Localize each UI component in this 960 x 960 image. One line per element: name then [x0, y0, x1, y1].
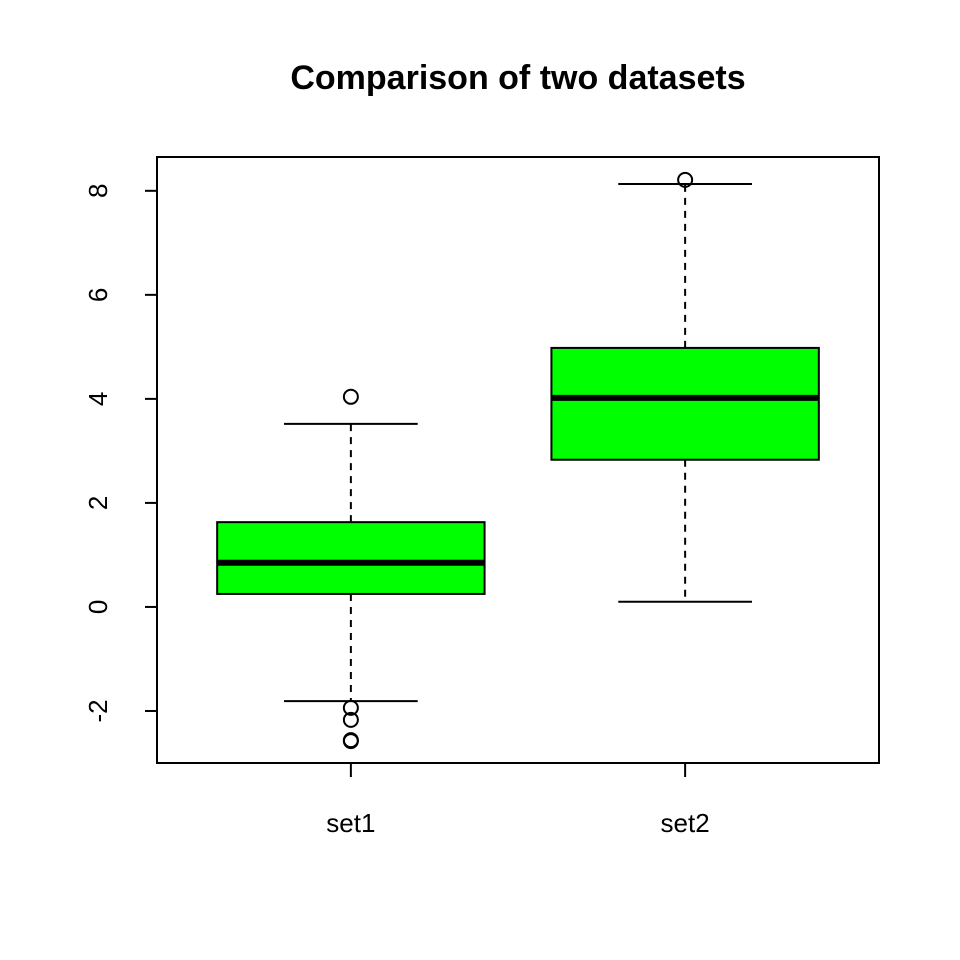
- outlier: [342, 733, 359, 750]
- plot-frame: [156, 156, 880, 764]
- box: [216, 521, 486, 595]
- chart-title: Comparison of two datasets: [290, 59, 745, 97]
- outlier: [342, 388, 359, 405]
- y-tick-label: -2: [83, 699, 113, 722]
- y-tick-label: 2: [83, 496, 113, 510]
- y-tick-label: 0: [83, 600, 113, 614]
- outlier: [342, 699, 359, 716]
- outlier: [342, 711, 359, 728]
- y-tick-label: 8: [83, 184, 113, 198]
- x-tick-label: set1: [326, 808, 375, 838]
- x-tick-label: set2: [661, 808, 710, 838]
- box: [550, 346, 820, 461]
- outlier: [677, 171, 694, 188]
- y-tick-label: 6: [83, 288, 113, 302]
- y-tick-label: 4: [83, 392, 113, 406]
